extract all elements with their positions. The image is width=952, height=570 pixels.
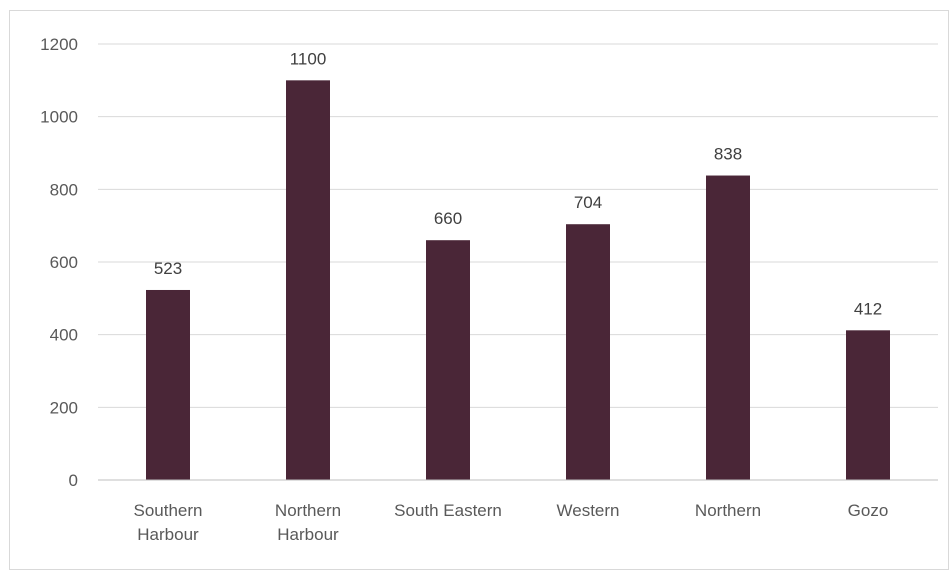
y-tick-label-800: 800 — [50, 180, 78, 199]
bar-1 — [286, 80, 330, 480]
bar-3 — [566, 224, 610, 480]
data-label-0: 523 — [154, 259, 182, 278]
bar-4 — [706, 175, 750, 480]
y-tick-label-1000: 1000 — [40, 108, 78, 127]
category-label-1-line-0: Northern — [275, 501, 341, 520]
category-label-0-line-1: Harbour — [137, 525, 199, 544]
data-label-5: 412 — [854, 299, 882, 318]
category-label-3-line-0: Western — [557, 501, 620, 520]
gridlines — [98, 43, 938, 408]
category-label-0-line-0: Southern — [134, 501, 203, 520]
category-labels: Southern Harbour Northern Harbour South East… — [134, 501, 889, 544]
bar-0 — [146, 289, 190, 480]
y-axis-tick-labels: 0 200 400 600 800 1000 1200 — [40, 35, 78, 490]
category-label-4-line-0: Northern — [695, 501, 761, 520]
bar-5 — [846, 330, 890, 480]
bar-2 — [426, 240, 470, 480]
y-tick-label-200: 200 — [50, 398, 78, 417]
category-label-1-line-1: Harbour — [277, 525, 339, 544]
y-tick-label-0: 0 — [69, 471, 78, 490]
y-tick-label-600: 600 — [50, 253, 78, 272]
data-label-3: 704 — [574, 193, 602, 212]
data-label-4: 838 — [714, 145, 742, 164]
bars — [146, 80, 890, 480]
data-labels: 523 1100 660 704 838 412 — [154, 49, 882, 318]
data-label-1: 1100 — [290, 49, 327, 68]
y-tick-label-400: 400 — [50, 326, 78, 345]
category-label-2-line-0: South Eastern — [394, 501, 502, 520]
y-tick-label-1200: 1200 — [40, 35, 78, 54]
data-label-2: 660 — [434, 209, 462, 228]
category-label-5-line-0: Gozo — [848, 501, 889, 520]
